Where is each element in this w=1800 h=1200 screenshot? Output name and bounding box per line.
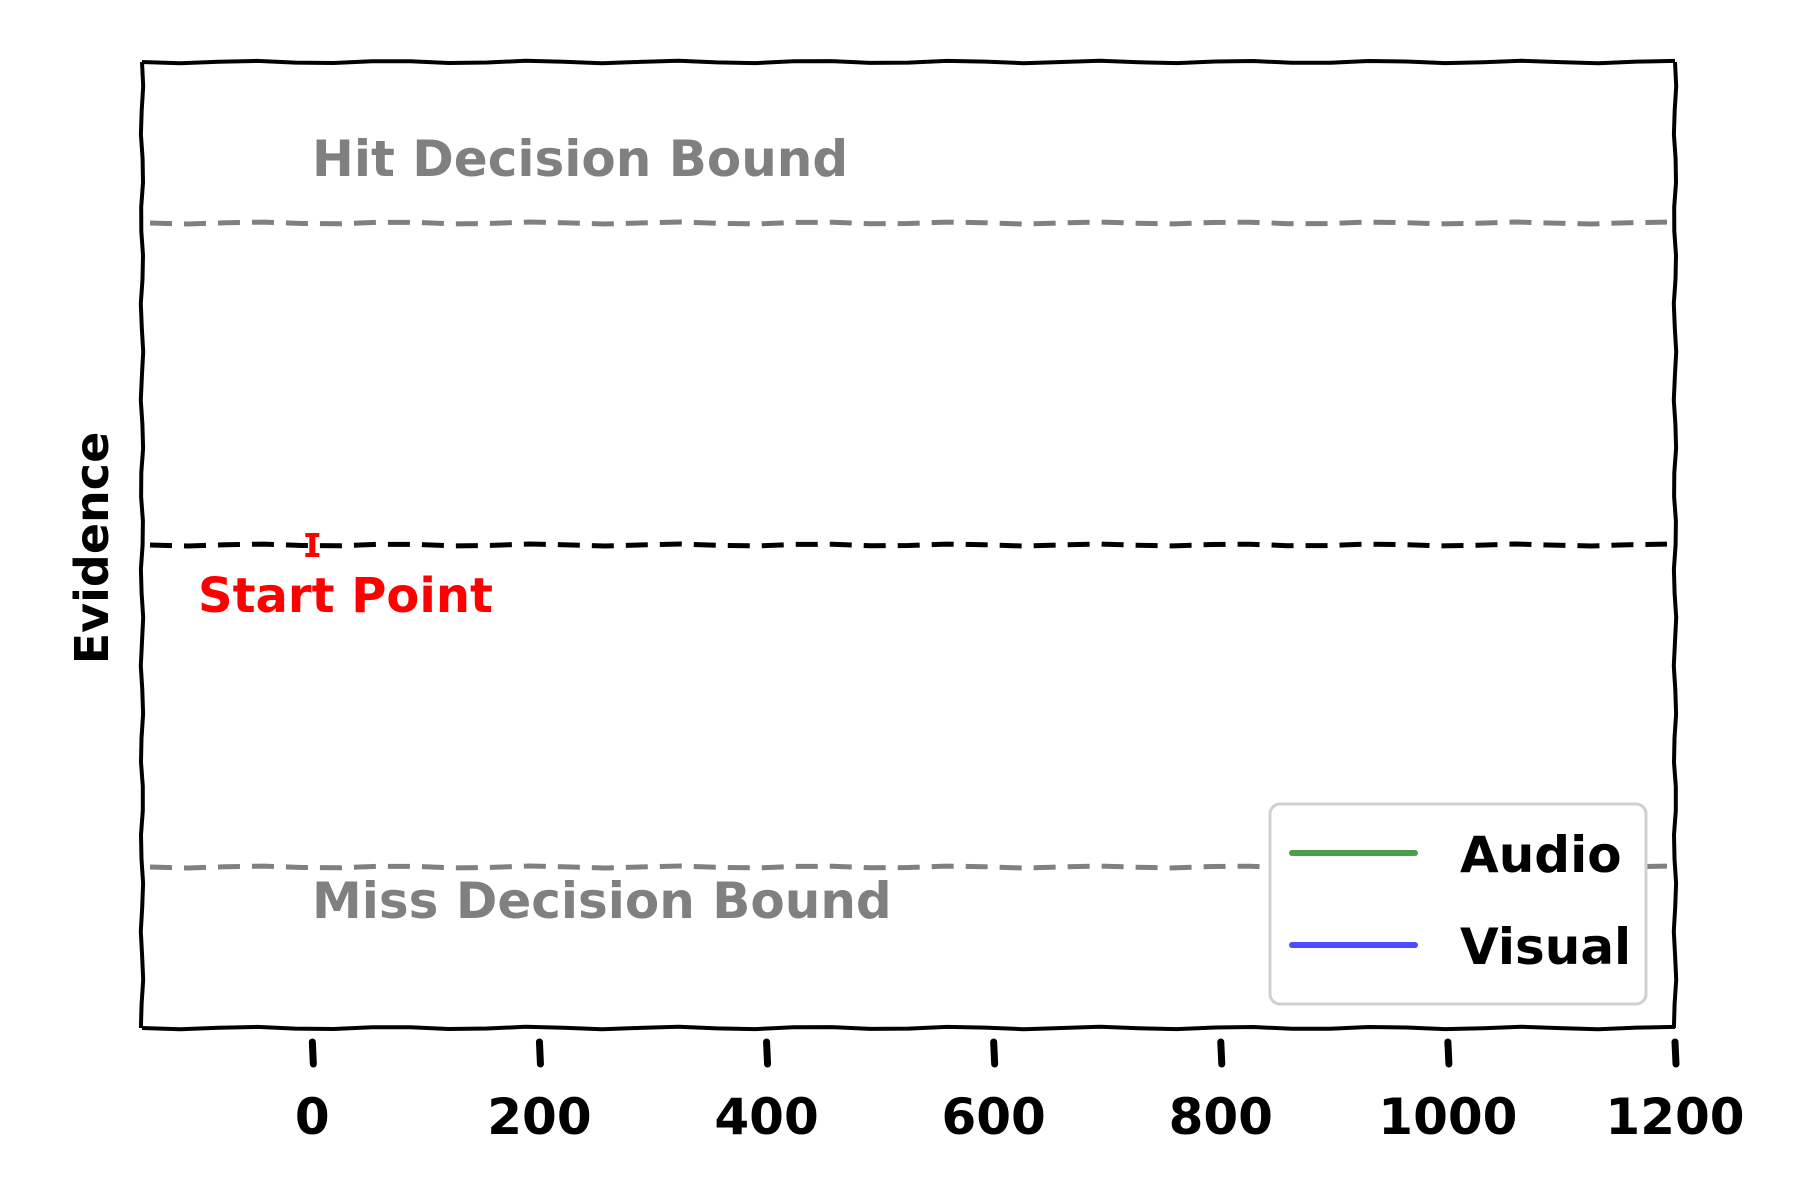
x-tick-1: [535, 1038, 544, 1068]
x-tick-0: [308, 1038, 317, 1068]
x-tick-label-2: 400: [714, 1088, 818, 1146]
x-tick-5: [1444, 1038, 1453, 1068]
x-tick-label-1: 200: [487, 1088, 591, 1146]
legend: Audio Visual: [1268, 802, 1648, 1006]
legend-visual-label: Visual: [1460, 918, 1631, 976]
legend-audio-label: Audio: [1460, 826, 1622, 884]
x-tick-label-5: 1000: [1378, 1088, 1517, 1146]
x-tick-4: [1217, 1038, 1226, 1068]
x-tick-label-4: 800: [1169, 1088, 1273, 1146]
axis-left: [138, 61, 146, 1029]
reference-line-0: [149, 219, 1668, 227]
start-point-label: Start Point: [198, 568, 493, 624]
x-axis-ticks: 0 200 400 600 800 1000 1200: [295, 1038, 1745, 1146]
miss-decision-bound-label: Miss Decision Bound: [312, 872, 892, 930]
x-tick-label-0: 0: [295, 1088, 330, 1146]
x-tick-6: [1671, 1038, 1680, 1068]
x-tick-3: [990, 1038, 999, 1068]
reference-line-1: [149, 541, 1668, 549]
axis-bottom: [141, 1024, 1676, 1032]
reference-lines: [149, 219, 1668, 871]
axis-top: [141, 58, 1676, 66]
hit-decision-bound-label: Hit Decision Bound: [312, 130, 848, 188]
axes-frame: [138, 58, 1679, 1032]
axis-right: [1671, 61, 1679, 1029]
start-point-marker: [305, 533, 320, 557]
x-tick-label-6: 1200: [1605, 1088, 1744, 1146]
x-tick-label-3: 600: [941, 1088, 1045, 1146]
y-axis-label: Evidence: [65, 432, 119, 665]
x-tick-2: [763, 1038, 772, 1068]
